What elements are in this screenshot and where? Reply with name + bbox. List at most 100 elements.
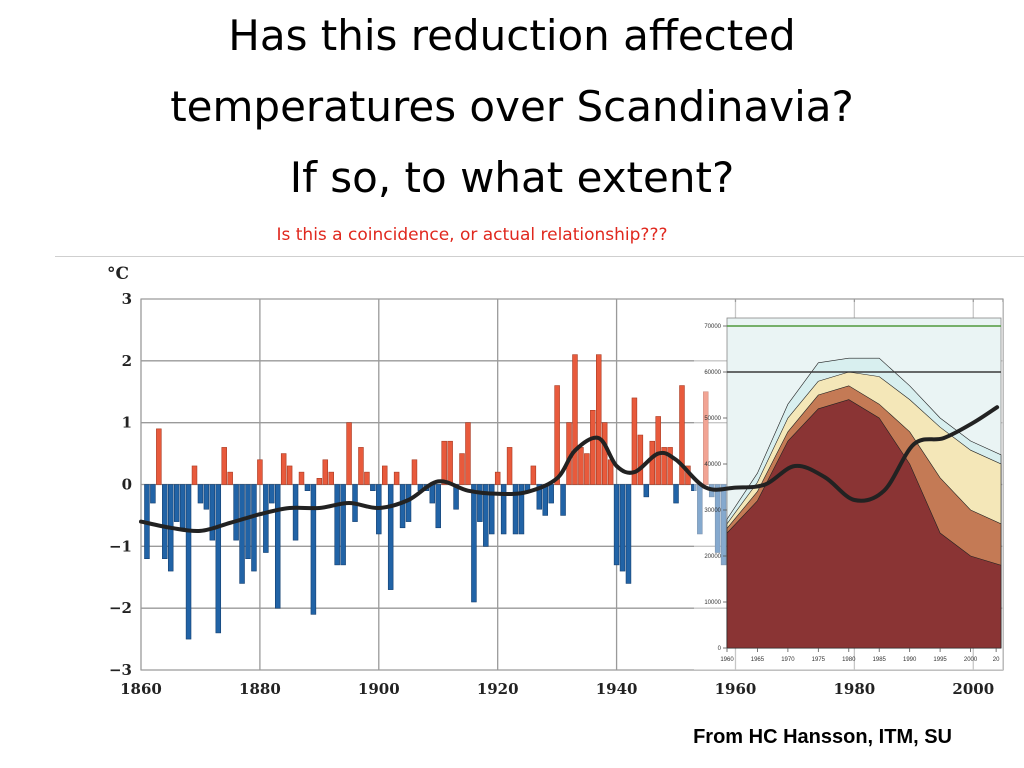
- inset-emissions-chart: 0 10000 20000 30000 40000 50000 60000 70000 1960…: [704, 317, 1002, 663]
- bar-positive: [631, 397, 638, 485]
- inset-y-tick-label: 40000: [704, 462, 721, 468]
- inset-x-tick-label: 1990: [903, 657, 917, 663]
- title-line-1: Has this reduction affected: [228, 11, 796, 60]
- subtitle: Is this a coincidence, or actual relatio…: [276, 225, 668, 245]
- bar-positive: [191, 465, 198, 485]
- inset-x-tick-label: 20: [993, 657, 1000, 663]
- bar-negative: [215, 484, 222, 634]
- bar-positive: [447, 440, 453, 485]
- y-tick-label: −1: [109, 537, 132, 555]
- bar-positive: [661, 447, 667, 485]
- bar-negative: [643, 484, 650, 498]
- bar-negative: [370, 484, 376, 491]
- bar-negative: [720, 484, 727, 566]
- bar-positive: [637, 434, 644, 485]
- bar-positive: [578, 447, 584, 485]
- bar-positive: [530, 465, 537, 485]
- bar-positive: [316, 478, 323, 485]
- inset-area-bottom: [726, 399, 1002, 649]
- bar-negative: [304, 484, 311, 491]
- bar-positive: [465, 422, 471, 485]
- bar-positive: [596, 354, 602, 485]
- bar-positive: [227, 471, 233, 485]
- inset-y-tick-label: 20000: [704, 554, 721, 560]
- inset-y-tick-label: 0: [718, 646, 722, 652]
- bar-positive: [584, 453, 590, 485]
- bar-positive: [411, 459, 418, 485]
- bar-negative: [179, 484, 186, 529]
- bar-negative: [619, 484, 626, 572]
- x-tick-label: 1880: [239, 680, 281, 698]
- x-tick-label: 1940: [596, 680, 638, 698]
- y-tick-label: −2: [109, 599, 132, 617]
- bar-negative: [435, 484, 441, 529]
- bar-positive: [382, 465, 388, 485]
- bar-positive: [322, 459, 329, 485]
- bar-negative: [613, 484, 620, 566]
- inset-y-tick-label: 30000: [704, 508, 721, 514]
- bar-negative: [714, 484, 721, 553]
- inset-x-tick-label: 2000: [964, 657, 978, 663]
- bar-positive: [358, 447, 364, 485]
- inset-x-tick-label: 1980: [842, 657, 856, 663]
- bar-negative: [233, 484, 239, 541]
- bar-positive: [393, 471, 400, 485]
- bar-negative: [489, 484, 495, 535]
- bar-negative: [625, 484, 632, 584]
- bar-negative: [405, 484, 412, 522]
- inset-x-tick-label: 1975: [812, 657, 826, 663]
- bar-negative: [245, 484, 251, 559]
- bar-negative: [310, 484, 317, 615]
- y-tick-label: 3: [122, 290, 132, 308]
- bar-positive: [703, 391, 709, 485]
- bar-positive: [280, 453, 287, 485]
- inset-x-tick-label: 1995: [933, 657, 947, 663]
- bar-negative: [173, 484, 180, 522]
- bar-positive: [554, 385, 560, 485]
- source-credit: From HC Hansson, ITM, SU: [693, 726, 952, 748]
- bar-negative: [387, 484, 394, 590]
- bar-positive: [601, 422, 608, 485]
- bar-positive: [590, 409, 596, 485]
- bar-positive: [364, 471, 370, 485]
- bar-positive: [257, 459, 263, 485]
- bar-positive: [156, 428, 162, 485]
- y-tick-label: 2: [122, 352, 132, 370]
- bar-positive: [286, 465, 293, 485]
- x-tick-label: 1900: [358, 680, 400, 698]
- bar-negative: [548, 484, 554, 504]
- bar-positive: [494, 471, 501, 485]
- bar-negative: [274, 484, 281, 609]
- inset-x-tick-label: 1985: [873, 657, 887, 663]
- bar-positive: [655, 416, 661, 485]
- bar-negative: [512, 484, 519, 535]
- bar-negative: [560, 484, 566, 516]
- bar-positive: [667, 447, 673, 485]
- bar-negative: [292, 484, 299, 541]
- bar-negative: [251, 484, 257, 572]
- bar-negative: [429, 484, 436, 504]
- bar-positive: [649, 440, 655, 485]
- inset-x-tick-label: 1970: [781, 657, 795, 663]
- divider: [55, 256, 1024, 257]
- y-tick-label: 1: [122, 414, 132, 432]
- x-tick-label: 1960: [715, 680, 757, 698]
- bar-positive: [459, 453, 465, 485]
- y-axis-label: °C: [107, 264, 129, 284]
- bar-negative: [691, 484, 697, 491]
- bar-positive: [572, 354, 578, 485]
- inset-y-tick-label: 50000: [704, 416, 721, 422]
- bar-positive: [346, 422, 352, 485]
- bar-negative: [518, 484, 525, 535]
- title-line-2: temperatures over Scandinavia?: [170, 82, 854, 131]
- x-tick-label: 2000: [952, 680, 994, 698]
- inset-x-tick-label: 1965: [751, 657, 765, 663]
- bar-negative: [209, 484, 216, 541]
- y-tick-label: −3: [109, 661, 132, 679]
- x-tick-label: 1980: [834, 680, 876, 698]
- x-tick-label: 1920: [477, 680, 519, 698]
- title-line-3: If so, to what extent?: [289, 153, 735, 202]
- bar-negative: [263, 484, 269, 553]
- bar-negative: [673, 484, 679, 504]
